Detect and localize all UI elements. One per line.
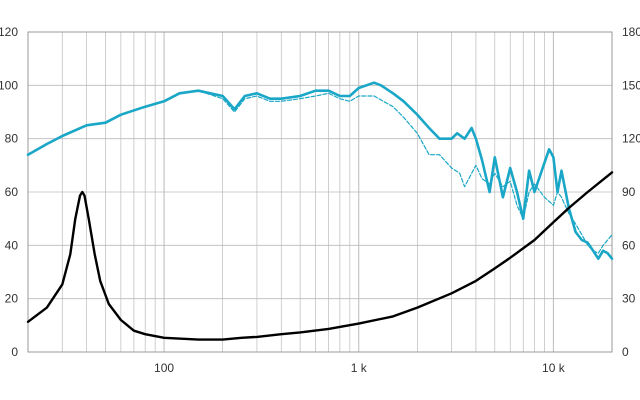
tick-labels: 0 20 40 60 80 100 120 0 30 60 90 120 150 180 100 1 k 10 …	[0, 25, 640, 375]
series-off-axis	[27, 90, 613, 254]
y-left-tick-label: 0	[11, 345, 18, 359]
y-left-tick-label: 80	[5, 132, 19, 146]
grid	[27, 31, 613, 353]
y-right-tick-label: 120	[622, 132, 640, 146]
plot-frame	[27, 31, 613, 353]
y-left-tick-label: 20	[5, 292, 19, 306]
series-lines	[26, 81, 614, 341]
y-left-tick-label: 40	[5, 238, 19, 252]
y-right-tick-label: 90	[622, 185, 636, 199]
y-right-tick-label: 150	[622, 78, 640, 92]
series-on-axis	[26, 81, 614, 260]
y-left-tick-label: 100	[0, 78, 18, 92]
y-right-tick-label: 0	[622, 345, 629, 359]
x-tick-label: 10 k	[542, 361, 566, 375]
y-right-tick-label: 30	[622, 292, 636, 306]
y-left-tick-label: 60	[5, 185, 19, 199]
x-tick-label: 1 k	[351, 361, 368, 375]
y-left-tick-label: 120	[0, 25, 18, 39]
x-tick-label: 100	[154, 361, 174, 375]
y-right-tick-label: 60	[622, 238, 636, 252]
series-impedance	[26, 171, 614, 341]
y-right-tick-label: 180	[622, 25, 640, 39]
